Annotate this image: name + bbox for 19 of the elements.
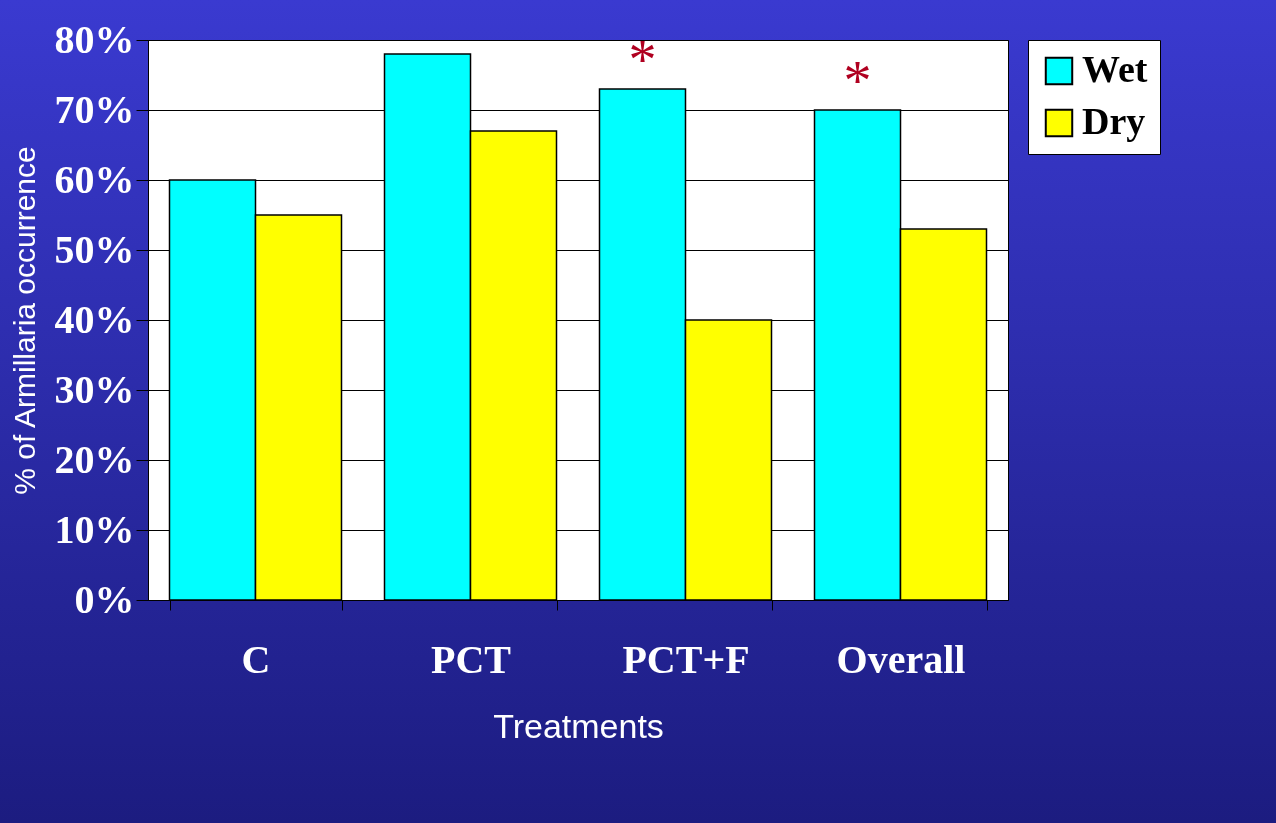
- y-tick-label: 30%: [54, 366, 135, 412]
- x-tick-label: PCT+F: [622, 636, 750, 682]
- legend-label: Wet: [1082, 48, 1148, 90]
- x-tick-label: PCT: [431, 636, 512, 682]
- y-tick-label: 20%: [54, 436, 135, 482]
- annotation: *: [628, 29, 657, 91]
- x-tick-label: Overall: [836, 636, 966, 682]
- legend-label: Dry: [1082, 100, 1146, 142]
- y-tick-label: 10%: [54, 506, 135, 552]
- x-axis-title: Treatments: [493, 706, 664, 745]
- y-tick-label: 80%: [54, 16, 135, 62]
- y-tick-label: 50%: [54, 226, 135, 272]
- y-tick-label: 0%: [74, 576, 135, 622]
- y-tick-label: 70%: [54, 86, 135, 132]
- y-tick-label: 40%: [54, 296, 135, 342]
- y-tick-label: 60%: [54, 156, 135, 202]
- x-tick-label: C: [241, 636, 271, 682]
- annotation: *: [843, 50, 872, 112]
- y-axis-title: % of Armillaria occurrence: [7, 146, 41, 495]
